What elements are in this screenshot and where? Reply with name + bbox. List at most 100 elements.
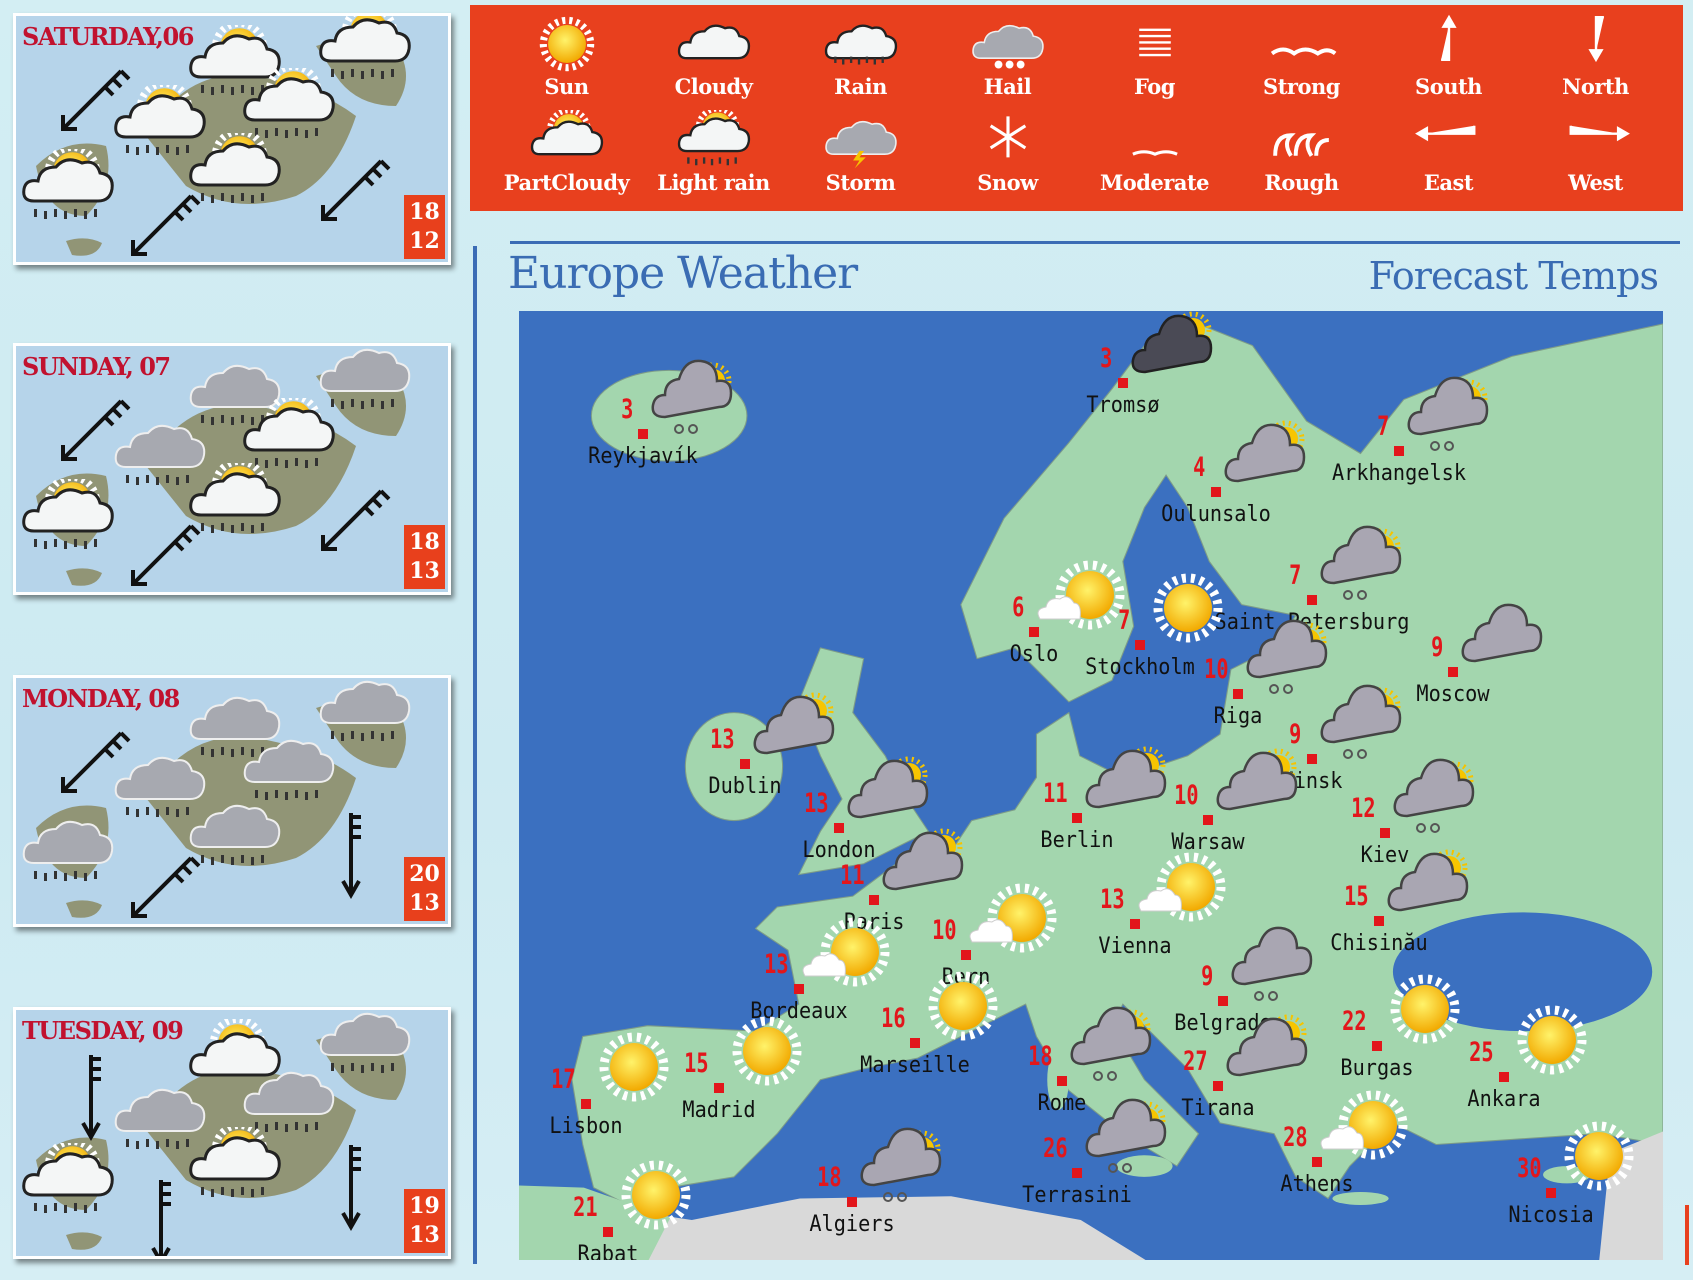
part-cloudy-icon bbox=[530, 110, 603, 156]
city-temp: 13 bbox=[764, 949, 789, 981]
city-dot bbox=[1312, 1157, 1323, 1168]
cloud-rain-sun-icon bbox=[1320, 526, 1401, 601]
high-temp: 19 bbox=[409, 1193, 440, 1219]
arrow-up-icon bbox=[1440, 14, 1457, 61]
wave-moderate-icon bbox=[1131, 150, 1178, 156]
city-dot bbox=[1498, 1071, 1509, 1082]
cloud-sun-icon bbox=[1085, 743, 1167, 808]
wave-strong-icon bbox=[1270, 47, 1336, 56]
day-label: SATURDAY,06 bbox=[22, 22, 194, 51]
city-dot bbox=[1072, 1167, 1083, 1178]
rain-grey-icon bbox=[22, 820, 114, 881]
low-temp: 13 bbox=[409, 1222, 440, 1248]
divider-line bbox=[510, 241, 1680, 244]
city-dot bbox=[1373, 916, 1384, 927]
cloud-sun-icon bbox=[1226, 1011, 1307, 1077]
city-dot bbox=[833, 823, 844, 834]
arrow-left-icon bbox=[1414, 125, 1475, 142]
wind-arrow-southwest-icon bbox=[131, 524, 201, 586]
city-dot bbox=[602, 1227, 613, 1238]
city-name: London bbox=[802, 838, 876, 864]
city-temp: 10 bbox=[1203, 654, 1229, 686]
city-temp: 30 bbox=[1517, 1153, 1542, 1185]
city-temp: 21 bbox=[573, 1192, 598, 1224]
city-name: Rabat bbox=[577, 1242, 639, 1260]
city-name: Algiers bbox=[808, 1212, 895, 1237]
city-name: Athens bbox=[1280, 1172, 1354, 1198]
city-dot bbox=[1394, 446, 1405, 457]
city-dot bbox=[1057, 1076, 1068, 1087]
light-rain-icon bbox=[189, 463, 281, 533]
wave-rough-icon bbox=[1272, 133, 1329, 157]
city-temp: 3 bbox=[1100, 343, 1113, 375]
temperature-box: 19 13 bbox=[404, 1189, 445, 1253]
city-dot bbox=[638, 429, 649, 440]
wind-arrow-southwest-icon bbox=[131, 194, 201, 256]
city-name: Stockholm bbox=[1085, 654, 1195, 680]
city-temp: 9 bbox=[1289, 719, 1302, 751]
legend-item-partcloudy: PartCloudy bbox=[493, 105, 640, 201]
legend-item-light-rain: Light rain bbox=[640, 105, 787, 201]
page-subtitle: Forecast Temps bbox=[1368, 254, 1659, 298]
city-temp: 26 bbox=[1042, 1132, 1068, 1164]
day-forecast-panel: MONDAY, 08 20 13 bbox=[13, 675, 451, 927]
city-name: Tromsø bbox=[1086, 393, 1160, 419]
cloud-rain-sun-icon bbox=[860, 1127, 941, 1202]
legend-item-snow: Snow bbox=[934, 105, 1081, 201]
legend-label: West bbox=[1568, 170, 1623, 195]
city-dot bbox=[739, 758, 750, 769]
sun-cloud-icon bbox=[1138, 849, 1231, 925]
sun-icon bbox=[586, 1029, 682, 1105]
legend-label: Fog bbox=[1134, 74, 1175, 99]
wind-arrow-south-icon bbox=[151, 1180, 171, 1256]
city-temp: 13 bbox=[804, 788, 829, 820]
city-name: Marseille bbox=[860, 1053, 971, 1079]
high-temp: 18 bbox=[409, 529, 440, 555]
day-label: MONDAY, 08 bbox=[22, 684, 180, 713]
city-dot bbox=[910, 1038, 921, 1049]
city-name: Lisbon bbox=[549, 1113, 623, 1139]
cloud-sun-icon bbox=[882, 825, 964, 890]
wind-arrow-south-icon bbox=[341, 813, 361, 900]
legend-label: South bbox=[1415, 74, 1482, 99]
cloud-rain-sun-icon bbox=[651, 359, 733, 435]
city-temp: 3 bbox=[620, 394, 634, 426]
legend-item-strong: Strong bbox=[1228, 9, 1375, 105]
city-temp: 22 bbox=[1342, 1006, 1367, 1038]
cloud-sun-icon bbox=[1387, 846, 1468, 912]
city-dot bbox=[1212, 1081, 1223, 1092]
cloud-white-icon bbox=[677, 24, 750, 60]
temperature-box: 18 13 bbox=[404, 525, 445, 589]
legend-label: Light rain bbox=[657, 170, 770, 195]
city-name: Bordeaux bbox=[749, 999, 848, 1025]
city-dot bbox=[713, 1082, 724, 1093]
day-forecast-panel: SUNDAY, 07 18 13 bbox=[13, 343, 451, 595]
wind-arrow-southwest-icon bbox=[61, 731, 131, 793]
city-dot bbox=[793, 984, 804, 995]
cloud-rain-icon bbox=[1231, 926, 1313, 1002]
city-name: Ankara bbox=[1467, 1086, 1541, 1112]
hail-icon bbox=[971, 24, 1044, 69]
city-dot bbox=[1210, 487, 1221, 498]
city-name: Reykjavík bbox=[588, 444, 699, 470]
sun-icon bbox=[1377, 971, 1473, 1047]
city-temp: 17 bbox=[551, 1063, 576, 1095]
city-dot bbox=[846, 1197, 857, 1207]
city-temp: 6 bbox=[1011, 591, 1025, 623]
city-temp: 13 bbox=[710, 723, 735, 755]
city-name: Riga bbox=[1213, 704, 1263, 730]
legend-item-rain: Rain bbox=[787, 9, 934, 105]
city-name: Oulunsalo bbox=[1160, 502, 1271, 528]
light-rain-icon bbox=[22, 149, 114, 219]
legend-label: North bbox=[1562, 74, 1629, 99]
light-rain-icon bbox=[677, 110, 750, 166]
city-dot bbox=[1135, 639, 1145, 650]
sun-cloud-icon bbox=[1037, 557, 1130, 633]
cloud-icon bbox=[1461, 603, 1543, 662]
city-temp: 13 bbox=[1100, 884, 1125, 916]
city-temp: 11 bbox=[1042, 777, 1068, 809]
sun-icon bbox=[1140, 570, 1236, 646]
city-temp: 9 bbox=[1430, 631, 1444, 663]
sun-cloud-icon bbox=[1320, 1087, 1413, 1163]
cloud-sun-icon bbox=[1216, 745, 1298, 810]
